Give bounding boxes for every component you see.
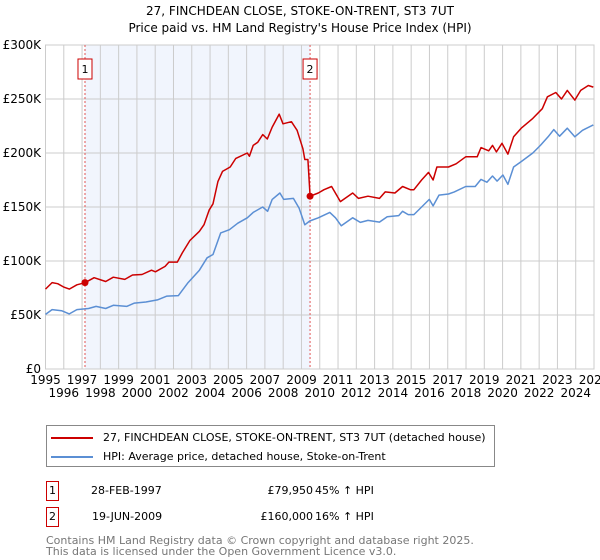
x-tick-label: 2018 (451, 386, 482, 400)
x-tick-label: 2024 (560, 386, 591, 400)
transaction-date: 28-FEB-1997 (91, 484, 162, 497)
y-tick-label: £100K (3, 254, 43, 268)
sale-point (306, 192, 314, 200)
footer-line-1: Contains HM Land Registry data © Crown c… (46, 534, 474, 547)
legend-swatch-blue (51, 455, 93, 458)
annotation-badge (77, 58, 93, 80)
x-tick-label: 2022 (524, 386, 555, 400)
annotation-label: 2 (307, 63, 314, 76)
y-tick-label: £200K (3, 146, 43, 160)
x-tick-label: 2013 (359, 373, 390, 387)
sale-point (81, 279, 89, 287)
footer: Contains HM Land Registry data © Crown c… (46, 535, 474, 557)
x-tick-label: 2014 (378, 386, 409, 400)
x-tick-label: 1998 (85, 386, 116, 400)
x-tick-label: 2016 (414, 386, 445, 400)
x-tick-label: 1996 (49, 386, 80, 400)
legend-label: 27, FINCHDEAN CLOSE, STOKE-ON-TRENT, ST3… (103, 431, 486, 444)
chart-title: 27, FINCHDEAN CLOSE, STOKE-ON-TRENT, ST3… (146, 4, 455, 18)
legend-swatch-red (51, 436, 93, 439)
x-tick-label: 2012 (341, 386, 372, 400)
x-tick-label: 2011 (323, 373, 354, 387)
price-chart: 27, FINCHDEAN CLOSE, STOKE-ON-TRENT, ST3… (3, 4, 600, 400)
y-tick-label: £50K (10, 308, 42, 322)
x-tick-label: 2008 (268, 386, 299, 400)
annotation-label: 1 (81, 63, 88, 76)
x-tick-label: 1995 (30, 373, 61, 387)
x-tick-label: 2010 (304, 386, 335, 400)
transaction-date: 19-JUN-2009 (92, 510, 163, 523)
x-tick-label: 2015 (396, 373, 427, 387)
x-tick-label: 2004 (195, 386, 226, 400)
x-tick-label: 2023 (542, 373, 573, 387)
legend-label: HPI: Average price, detached house, Stok… (103, 450, 386, 463)
x-tick-label: 1999 (103, 373, 134, 387)
x-tick-label: 2006 (231, 386, 262, 400)
transaction-price: £160,000 (260, 510, 314, 523)
transaction-badge: 1 (46, 481, 59, 501)
transaction-hpi: 16% ↑ HPI (315, 510, 374, 523)
plot-frame (45, 44, 595, 370)
x-tick-label: 2025 (579, 373, 600, 387)
y-tick-label: £300K (3, 38, 43, 52)
hpi-series-line (45, 124, 594, 316)
x-tick-label: 2005 (213, 373, 244, 387)
legend-item-property: 27, FINCHDEAN CLOSE, STOKE-ON-TRENT, ST3… (51, 428, 486, 447)
y-tick-label: £0 (26, 362, 41, 376)
x-tick-label: 2000 (122, 386, 153, 400)
legend-item-hpi: HPI: Average price, detached house, Stok… (51, 447, 486, 466)
property-series-line (44, 84, 594, 290)
footer-line-2: This data is licensed under the Open Gov… (46, 545, 397, 558)
x-tick-label: 2002 (158, 386, 189, 400)
transaction-hpi: 45% ↑ HPI (315, 484, 374, 497)
annotation-badge (302, 58, 318, 80)
transaction-row: 1 28-FEB-1997 £79,950 45% ↑ HPI (46, 481, 446, 503)
x-tick-label: 2017 (432, 373, 463, 387)
x-tick-label: 2009 (286, 373, 317, 387)
x-tick-label: 2007 (250, 373, 281, 387)
chart-subtitle: Price paid vs. HM Land Registry's House … (128, 21, 471, 35)
y-tick-label: £250K (3, 92, 43, 106)
x-tick-label: 2003 (176, 373, 207, 387)
legend: 27, FINCHDEAN CLOSE, STOKE-ON-TRENT, ST3… (46, 425, 495, 467)
x-tick-label: 2020 (487, 386, 518, 400)
x-tick-label: 1997 (67, 373, 98, 387)
x-tick-label: 2001 (140, 373, 171, 387)
y-tick-label: £150K (3, 200, 43, 214)
x-tick-label: 2019 (469, 373, 500, 387)
transaction-badge: 2 (46, 507, 59, 527)
transaction-row: 2 19-JUN-2009 £160,000 16% ↑ HPI (46, 507, 446, 529)
transaction-price: £79,950 (267, 484, 314, 497)
x-tick-label: 2021 (506, 373, 537, 387)
